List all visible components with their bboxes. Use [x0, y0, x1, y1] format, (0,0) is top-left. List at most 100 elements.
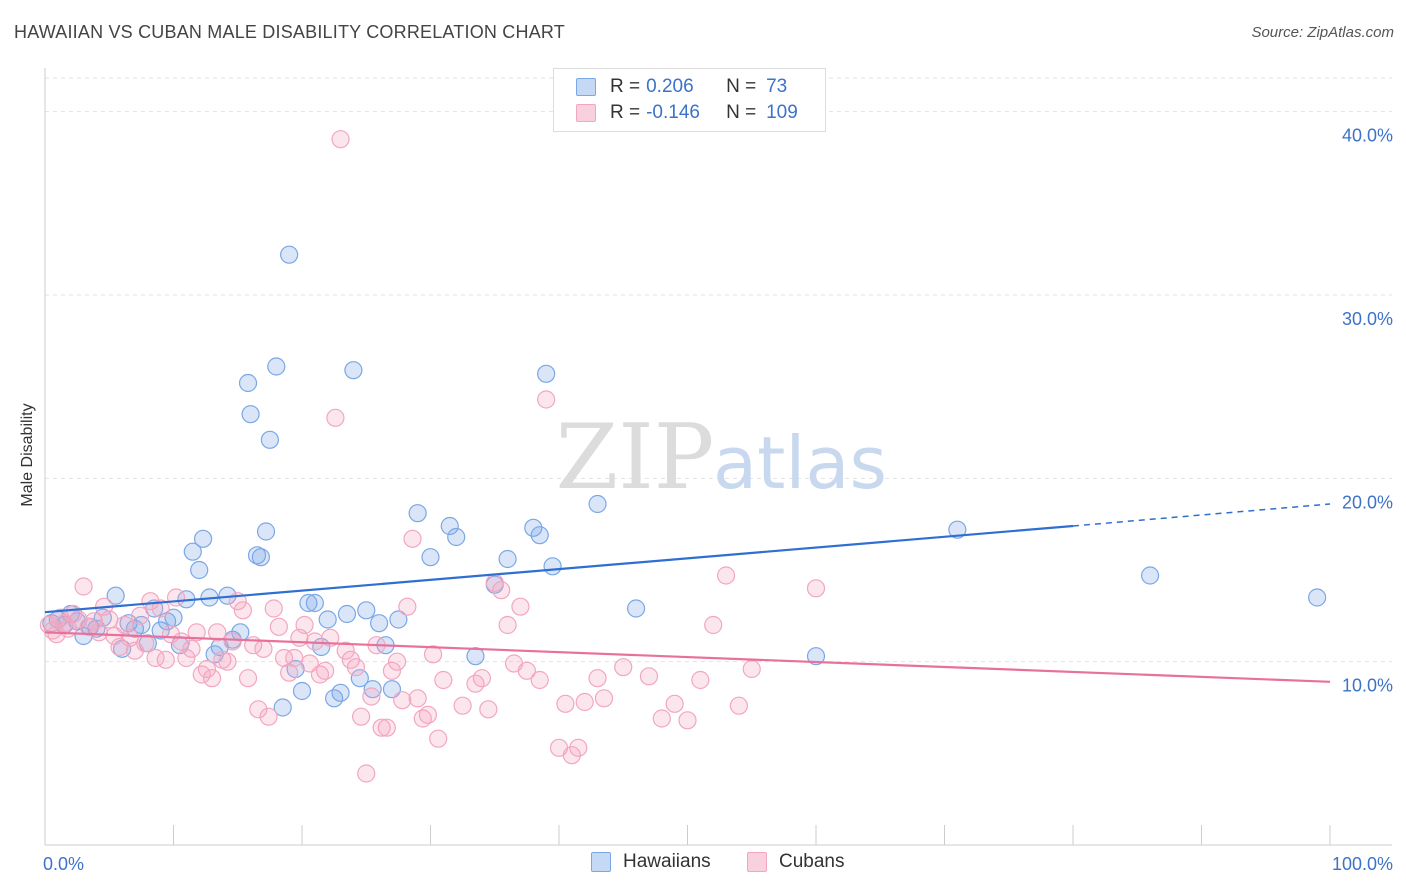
cubans-point: [429, 729, 448, 748]
cubans-point: [141, 592, 160, 611]
hawaiians-point: [530, 526, 549, 545]
r-value: 0.206: [646, 76, 694, 97]
cubans-point: [187, 623, 206, 642]
cubans-point: [74, 577, 93, 596]
legend-swatch-hawaiians: [576, 78, 596, 96]
chart-title: HAWAIIAN VS CUBAN MALE DISABILITY CORREL…: [14, 22, 565, 42]
cubans-point: [223, 632, 242, 651]
y-tick-label: 30.0%: [1342, 309, 1393, 329]
cubans-point: [177, 648, 196, 668]
legend-item-hawaiians[interactable]: Hawaiians: [591, 851, 711, 873]
stats-legend: R = 0.206 N = 73 R = -0.146 N = 109: [553, 68, 826, 132]
hawaiians-point: [280, 245, 299, 264]
cubans-point: [594, 689, 614, 708]
cubans-point: [208, 623, 227, 642]
cubans-point: [295, 615, 314, 635]
cubans-point: [197, 659, 217, 679]
cubans-point: [423, 645, 443, 664]
cubans-point: [254, 639, 273, 658]
stats-legend-row-hawaiians: R = 0.206 N = 73: [576, 75, 787, 99]
cubans-point: [729, 696, 749, 715]
cubans-point: [418, 705, 438, 724]
hawaiians-point: [447, 527, 466, 547]
stats-legend-row-cubans: R = -0.146 N = 109: [576, 101, 798, 125]
cubans-point: [100, 610, 119, 629]
cubans-point: [89, 623, 109, 642]
hawaiians-point: [626, 599, 646, 618]
cubans-point: [285, 648, 304, 668]
cubans-point: [336, 641, 355, 660]
trend-lines: [44, 503, 1331, 683]
cubans-point: [716, 566, 736, 585]
hawaiians-trend-extension: [1072, 503, 1331, 527]
hawaiians-point: [256, 522, 276, 541]
cubans-point: [130, 606, 150, 625]
y-tick-label: 40.0%: [1342, 126, 1393, 146]
cubans-point: [362, 687, 381, 706]
hawaiians-point: [241, 405, 260, 424]
cubans-point: [346, 658, 366, 677]
hawaiians-point: [331, 683, 350, 702]
hawaiians-point: [524, 518, 543, 537]
cubans-point: [166, 588, 186, 607]
cubans-point: [569, 738, 588, 757]
hawaiians-point: [806, 647, 826, 666]
cubans-point: [575, 692, 594, 712]
hawaiians-trend-line: [44, 524, 1074, 614]
hawaiians-point: [537, 364, 556, 383]
hawaiians-point: [948, 520, 967, 539]
cubans-point: [434, 670, 453, 690]
cubans-point: [377, 718, 396, 737]
cubans-point: [110, 637, 129, 657]
legend-swatch-hawaiians: [591, 852, 611, 872]
hawaiians-point: [337, 604, 357, 624]
cubans-point: [357, 764, 376, 783]
cubans-point: [249, 700, 268, 719]
legend-item-cubans[interactable]: Cubans: [747, 851, 845, 873]
cubans-point: [678, 711, 697, 730]
cubans-point: [479, 700, 498, 719]
r-label: R =: [610, 102, 641, 123]
cubans-point: [156, 650, 175, 669]
cubans-point: [691, 670, 710, 690]
hawaiians-point: [251, 548, 270, 567]
cubans-point: [233, 601, 252, 620]
hawaiians-point: [260, 430, 279, 449]
hawaiians-point: [543, 557, 562, 576]
n-label: N =: [726, 102, 757, 123]
r-label: R =: [610, 76, 641, 97]
cubans-point: [84, 612, 103, 631]
cubans-point: [259, 707, 278, 726]
hawaiians-point: [389, 610, 408, 629]
x-tick-label: 0.0%: [43, 854, 84, 874]
cubans-point: [398, 597, 417, 616]
hawaiians-point: [1140, 566, 1160, 585]
cubans-point: [562, 746, 581, 765]
cubans-point: [151, 599, 170, 618]
hawaiians-point: [193, 529, 213, 548]
cubans-point: [806, 579, 826, 598]
cubans-point: [498, 615, 517, 635]
cubans-point: [492, 581, 511, 600]
cubans-point: [665, 694, 684, 713]
legend-label-cubans: Cubans: [779, 851, 845, 872]
legend-swatch-cubans: [747, 852, 767, 872]
cubans-point: [382, 661, 402, 680]
hawaiians-point: [267, 357, 286, 376]
cubans-point: [588, 669, 607, 688]
cubans-point: [202, 669, 222, 688]
cubans-point: [453, 696, 472, 715]
cubans-point: [218, 652, 237, 671]
cubans-point: [393, 691, 412, 710]
series-legend: Hawaiians Cubans: [0, 851, 1406, 877]
cubans-point: [652, 709, 671, 728]
cubans-point: [472, 669, 491, 688]
cubans-point: [387, 652, 407, 671]
watermark-atlas: atlas: [713, 421, 887, 505]
hawaiians-point: [299, 593, 318, 613]
cubans-point: [511, 597, 530, 616]
cubans-point: [331, 130, 350, 149]
hawaiians-point: [273, 698, 292, 717]
cubans-point: [517, 661, 536, 680]
